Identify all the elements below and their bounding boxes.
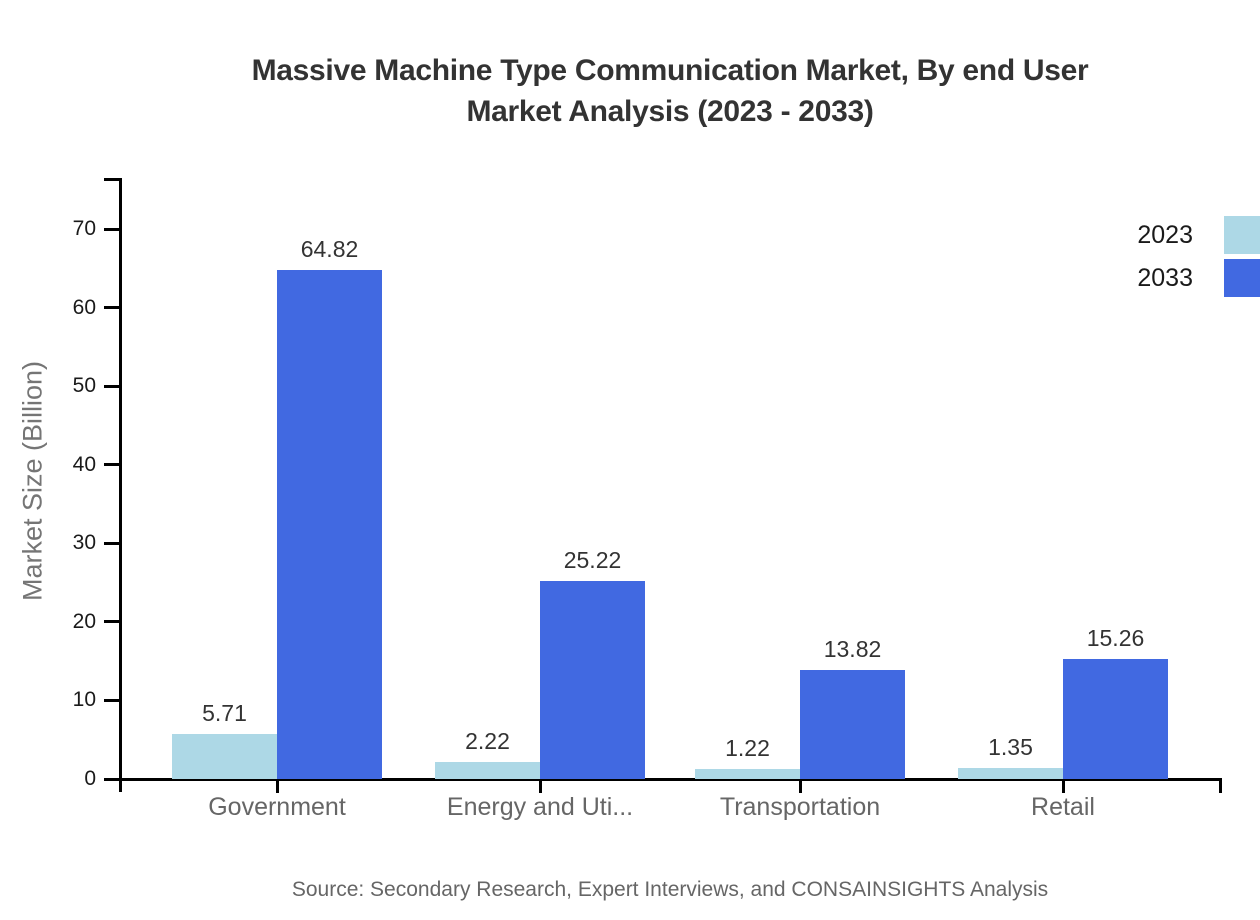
y-tick bbox=[104, 620, 120, 624]
y-tick bbox=[104, 698, 120, 702]
bar-2023-retail bbox=[958, 768, 1063, 779]
legend-swatch-2033 bbox=[1224, 259, 1260, 297]
y-tick bbox=[104, 384, 120, 388]
legend-label-2033: 2033 bbox=[1137, 263, 1193, 292]
legend-swatch-2023 bbox=[1224, 216, 1260, 254]
y-tick bbox=[104, 306, 120, 310]
y-tick-label: 0 bbox=[84, 767, 96, 790]
bar-2023-government bbox=[172, 734, 277, 779]
x-category-label-retail: Retail bbox=[1031, 793, 1095, 821]
bar-value-label: 5.71 bbox=[202, 700, 247, 727]
chart-title-line2: Market Analysis (2023 - 2033) bbox=[466, 95, 874, 128]
y-tick-label: 50 bbox=[72, 374, 96, 398]
legend-item-2023: 2023 bbox=[1053, 216, 1260, 254]
y-tick-label: 30 bbox=[72, 531, 96, 555]
chart-title: Massive Machine Type Communication Marke… bbox=[80, 50, 1260, 132]
y-tick bbox=[104, 777, 120, 781]
y-tick bbox=[104, 227, 120, 231]
bar-2033-energy-and-uti bbox=[540, 580, 645, 779]
y-tick bbox=[104, 463, 120, 467]
chart-title-line1: Massive Machine Type Communication Marke… bbox=[251, 54, 1089, 87]
x-tick bbox=[538, 779, 542, 793]
x-axis-line bbox=[119, 778, 1222, 781]
source-note: Source: Secondary Research, Expert Inter… bbox=[291, 878, 1049, 901]
y-tick-label: 20 bbox=[72, 609, 96, 633]
x-tick bbox=[798, 779, 802, 793]
x-tick bbox=[1061, 779, 1065, 793]
y-axis-end-tick bbox=[104, 178, 120, 181]
x-category-label-government: Government bbox=[208, 793, 346, 821]
y-tick-label: 70 bbox=[72, 217, 96, 240]
y-tick-label: 40 bbox=[72, 452, 96, 476]
bar-value-label: 2.22 bbox=[465, 727, 510, 754]
x-axis-end-tick bbox=[1219, 779, 1222, 793]
legend-item-2033: 2033 bbox=[1053, 259, 1260, 297]
x-category-label-transportation: Transportation bbox=[719, 793, 881, 821]
y-tick-label: 10 bbox=[72, 688, 96, 712]
y-tick bbox=[104, 541, 120, 545]
bar-value-label: 15.26 bbox=[1086, 625, 1145, 652]
legend-label-2023: 2023 bbox=[1137, 220, 1193, 249]
bar-2033-retail bbox=[1063, 659, 1168, 779]
y-tick-label: 60 bbox=[72, 295, 96, 319]
bar-value-label: 25.22 bbox=[563, 546, 622, 573]
bar-2023-energy-and-uti bbox=[435, 761, 540, 779]
x-category-label-energy-and-uti: Energy and Uti... bbox=[446, 793, 634, 821]
y-axis-line bbox=[119, 178, 122, 792]
bar-value-label: 13.82 bbox=[823, 636, 882, 663]
bar-2033-government bbox=[277, 269, 382, 779]
legend: 2023 2033 bbox=[1053, 216, 1260, 297]
bar-value-label: 1.35 bbox=[988, 734, 1033, 761]
bar-value-label: 64.82 bbox=[300, 235, 359, 262]
bar-2023-transportation bbox=[695, 769, 800, 779]
bar-value-label: 1.22 bbox=[725, 735, 770, 762]
x-tick bbox=[275, 779, 279, 793]
bar-2033-transportation bbox=[800, 670, 905, 779]
